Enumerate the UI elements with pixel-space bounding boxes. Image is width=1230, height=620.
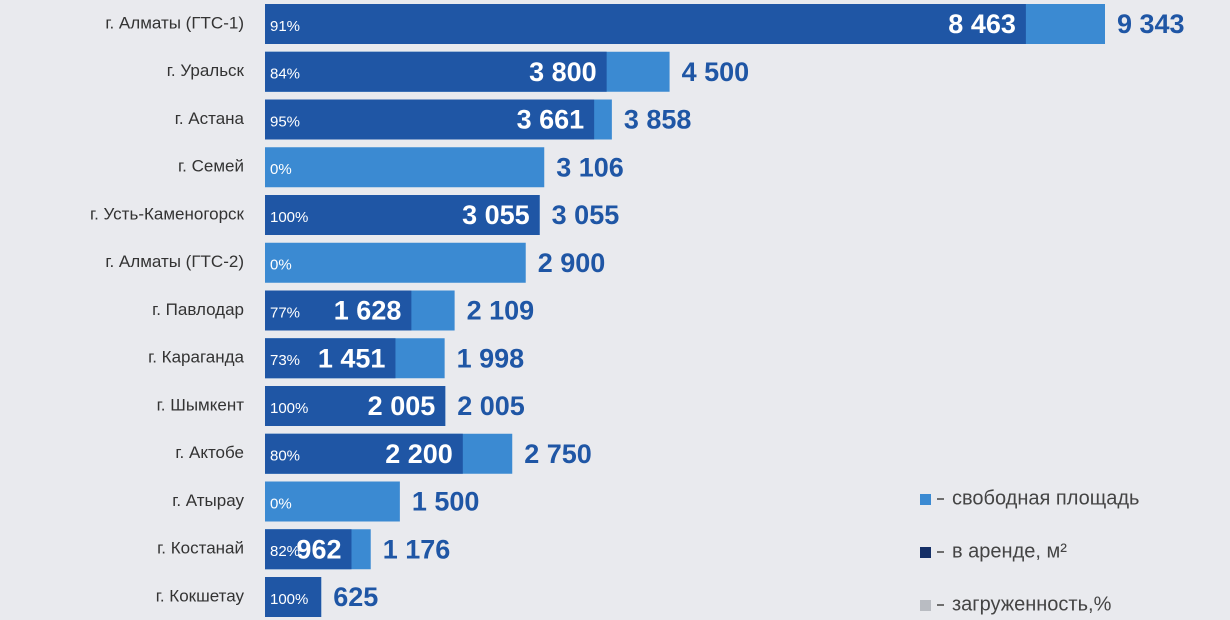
rented-label: 2 005 <box>368 391 436 421</box>
rented-label: 3 055 <box>462 200 530 230</box>
total-bar <box>265 147 545 188</box>
occupancy-label: 91% <box>270 18 300 35</box>
rented-bar <box>265 529 352 570</box>
total-label: 1 500 <box>412 487 480 517</box>
total-label: 9 343 <box>1117 9 1185 39</box>
total-label: 2 109 <box>467 296 535 326</box>
category-label: г. Шымкент <box>157 395 245 414</box>
occupancy-label: 80% <box>270 448 300 465</box>
occupancy-label: 100% <box>270 400 308 417</box>
total-label: 3 858 <box>624 105 692 135</box>
category-label: г. Алматы (ГТС-2) <box>105 252 244 271</box>
rented-label: 1 628 <box>334 296 402 326</box>
category-label: г. Кокшетау <box>156 586 245 605</box>
rented-bar <box>265 4 1026 44</box>
rented-bar <box>265 338 396 379</box>
rented-bar <box>265 433 463 474</box>
legend-label: свободная площадь <box>952 487 1139 509</box>
occupancy-label: 77% <box>270 304 300 321</box>
rented-bar <box>265 51 607 92</box>
rented-label: 2 200 <box>385 439 453 469</box>
total-bar <box>265 242 526 283</box>
occupancy-label: 0% <box>270 495 292 512</box>
legend-swatch <box>920 494 931 505</box>
rented-bar <box>265 577 322 617</box>
category-label: г. Актобе <box>175 443 244 462</box>
category-label: г. Семей <box>178 157 244 176</box>
occupancy-label: 100% <box>270 209 308 226</box>
category-label: г. Уральск <box>167 61 245 80</box>
occupancy-label: 100% <box>270 591 308 608</box>
legend-swatch <box>920 547 931 558</box>
rented-label: 8 463 <box>948 9 1016 39</box>
total-bar <box>265 481 400 522</box>
total-label: 2 005 <box>457 391 525 421</box>
total-label: 1 998 <box>457 343 525 373</box>
category-label: г. Павлодар <box>152 300 244 319</box>
rented-bar <box>265 195 540 235</box>
rented-label: 962 <box>296 534 341 564</box>
rented-label: 3 661 <box>517 105 585 135</box>
category-label: г. Караганда <box>148 348 244 367</box>
category-label: г. Атырау <box>172 491 244 510</box>
rented-label: 3 800 <box>529 57 597 87</box>
legend-swatch <box>920 600 931 611</box>
occupancy-label: 84% <box>270 66 300 83</box>
occupancy-label: 0% <box>270 257 292 274</box>
total-label: 625 <box>333 582 378 612</box>
occupancy-label: 82% <box>270 543 300 560</box>
total-label: 3 106 <box>556 152 624 182</box>
total-label: 1 176 <box>383 534 451 564</box>
rented-label: 1 451 <box>318 343 386 373</box>
legend-label: загруженность,% <box>952 593 1112 615</box>
total-label: 4 500 <box>682 57 750 87</box>
total-label: 3 055 <box>552 200 620 230</box>
legend-label: в аренде, м² <box>952 540 1067 562</box>
total-label: 2 900 <box>538 248 606 278</box>
occupancy-label: 95% <box>270 113 300 130</box>
rented-bar <box>265 99 595 140</box>
category-label: г. Костанай <box>157 539 244 558</box>
rented-bar <box>265 290 412 331</box>
category-label: г. Астана <box>175 109 245 128</box>
rented-bar <box>265 386 446 426</box>
category-label: г. Алматы (ГТС-1) <box>105 13 244 32</box>
total-label: 2 750 <box>524 439 592 469</box>
occupancy-label: 0% <box>270 161 292 178</box>
category-label: г. Усть-Каменогорск <box>90 204 245 223</box>
occupancy-label: 73% <box>270 352 300 369</box>
